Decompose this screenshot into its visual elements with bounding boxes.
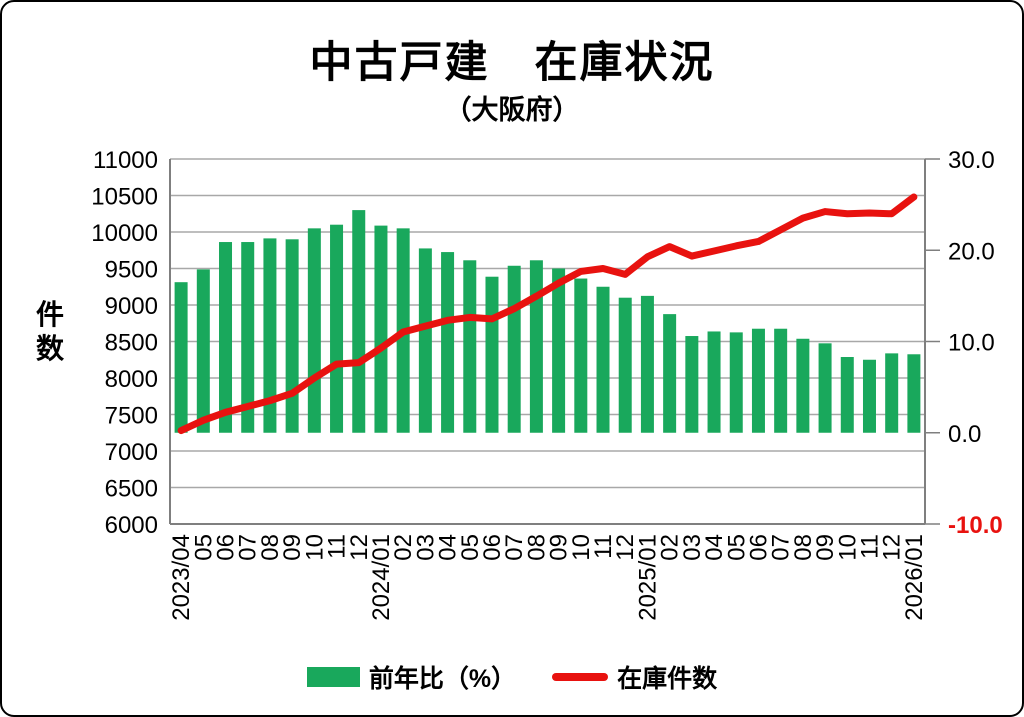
right-tick-label: 30.0 [948, 147, 995, 174]
right-tick-label: 10.0 [948, 330, 995, 357]
x-tick-label: 11 [856, 534, 883, 559]
bar [529, 260, 543, 433]
bar [441, 252, 455, 433]
bar [507, 265, 521, 433]
left-tick-label: 6500 [105, 476, 158, 503]
bar [663, 314, 677, 433]
x-tick-label: 06 [213, 534, 240, 561]
left-tick-label: 8500 [105, 330, 158, 357]
line-series-swatch [552, 673, 609, 681]
bar [219, 242, 233, 433]
right-tick-label: 0.0 [948, 421, 981, 448]
chart-subtitle: （大阪府） [444, 95, 580, 125]
bar [418, 248, 432, 433]
bar [352, 210, 366, 433]
chart-title: 中古戸建 在庫状況 [309, 39, 715, 87]
bar [574, 278, 588, 433]
bar [818, 343, 832, 433]
left-tick-label: 11000 [93, 147, 158, 174]
left-tick-label: 6000 [105, 512, 158, 539]
x-tick-label: 05 [723, 534, 750, 561]
bar [618, 297, 632, 433]
x-tick-label: 06 [479, 534, 506, 561]
x-tick-label: 10 [301, 534, 328, 561]
bar [640, 295, 654, 433]
x-tick-label: 09 [279, 534, 306, 561]
x-tick-label: 10 [834, 534, 861, 561]
x-tick-label: 07 [501, 534, 528, 561]
x-tick-label: 09 [546, 534, 573, 561]
legend-item-bar: 前年比（%） [306, 659, 517, 695]
bar [485, 276, 499, 433]
x-tick-label: 06 [745, 534, 772, 561]
bar [263, 238, 277, 433]
x-tick-label: 11 [324, 534, 351, 559]
bar [285, 239, 299, 433]
bar [596, 286, 610, 433]
x-tick-label: 08 [790, 534, 817, 561]
left-tick-label: 10000 [91, 220, 158, 247]
bar [907, 354, 921, 433]
left-tick-label: 10500 [91, 184, 158, 211]
bar [774, 328, 788, 433]
left-tick-label: 7500 [105, 403, 158, 430]
x-tick-label: 11 [590, 534, 617, 559]
bar [885, 353, 899, 433]
x-tick-label: 12 [346, 534, 373, 561]
x-tick-label: 2023/04 [168, 534, 195, 621]
x-tick-label: 08 [523, 534, 550, 561]
bar [330, 224, 344, 433]
x-tick-label: 2025/01 [634, 534, 661, 621]
bar [552, 268, 566, 433]
x-tick-label: 12 [612, 534, 639, 561]
left-tick-label: 7000 [105, 439, 158, 466]
bar [463, 260, 477, 433]
x-tick-label: 07 [768, 534, 795, 561]
x-tick-label: 07 [235, 534, 262, 561]
right-tick-label: 20.0 [948, 238, 995, 265]
bar [685, 336, 699, 433]
bar [374, 225, 388, 433]
legend-line-label: 在庫件数 [617, 665, 718, 693]
legend-item-line: 在庫件数 [552, 659, 717, 695]
bar-series-swatch [306, 667, 360, 687]
bar [796, 338, 810, 433]
bar [729, 332, 743, 433]
bar [840, 357, 854, 433]
x-tick-label: 10 [568, 534, 595, 561]
right-tick-label: -10.0 [948, 512, 1003, 539]
left-tick-label: 9500 [105, 257, 158, 284]
x-tick-label: 02 [657, 534, 684, 561]
left-tick-label: 8000 [105, 366, 158, 393]
left-axis-title: 件数 [36, 299, 65, 364]
x-tick-label: 12 [879, 534, 906, 561]
legend-bar-label: 前年比（%） [368, 665, 517, 693]
x-tick-label: 05 [190, 534, 217, 561]
bar [196, 269, 210, 433]
trend-line [177, 193, 918, 435]
x-tick-label: 03 [679, 534, 706, 561]
bar [174, 282, 188, 433]
bar [241, 242, 255, 433]
x-tick-label: 02 [390, 534, 417, 561]
x-tick-label: 2024/01 [368, 534, 395, 621]
bar [751, 328, 765, 433]
left-tick-label: 9000 [105, 293, 158, 320]
x-tick-label: 09 [812, 534, 839, 561]
bar [307, 228, 321, 433]
bar [707, 331, 721, 433]
x-tick-label: 08 [257, 534, 284, 561]
bar [862, 359, 876, 433]
x-tick-label: 04 [435, 534, 462, 561]
x-tick-label: 03 [412, 534, 439, 561]
x-tick-label: 05 [457, 534, 484, 561]
x-tick-label: 2026/01 [901, 534, 928, 621]
legend: 前年比（%） 在庫件数 [2, 654, 1022, 700]
x-tick-label: 04 [701, 534, 728, 561]
